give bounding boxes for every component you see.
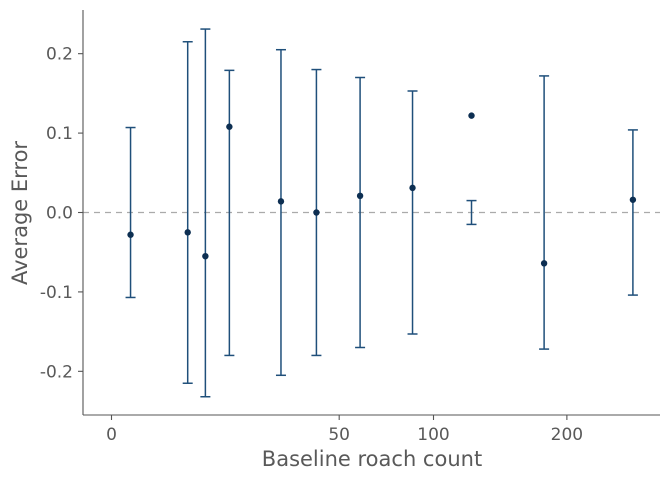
data-point bbox=[356, 192, 364, 200]
y-tick-label: 0.0 bbox=[46, 204, 73, 224]
data-point bbox=[540, 260, 548, 267]
y-tick-label: -0.2 bbox=[40, 362, 73, 382]
x-tick-label: 200 bbox=[551, 425, 583, 445]
x-tick-label: 100 bbox=[417, 425, 449, 445]
data-point bbox=[313, 209, 320, 216]
plot-area bbox=[83, 28, 660, 398]
data-point bbox=[629, 196, 637, 203]
data-point bbox=[277, 198, 285, 205]
data-point bbox=[468, 112, 475, 119]
data-point bbox=[226, 123, 233, 130]
x-tick-label: 0 bbox=[106, 425, 117, 445]
x-axis-title: Baseline roach count bbox=[262, 447, 482, 471]
axes: -0.2 -0.1 0.0 0.1 0.2 0 50 100 200 bbox=[40, 10, 660, 445]
y-tick-label: 0.1 bbox=[46, 124, 73, 144]
data-point bbox=[202, 252, 209, 260]
y-tick-label: 0.2 bbox=[46, 45, 73, 65]
y-tick-label: -0.1 bbox=[40, 283, 73, 303]
x-tick-label: 50 bbox=[328, 425, 350, 445]
data-point bbox=[409, 184, 416, 192]
data-point bbox=[127, 231, 134, 238]
data-point bbox=[184, 229, 191, 236]
y-axis-title: Average Error bbox=[8, 141, 32, 285]
